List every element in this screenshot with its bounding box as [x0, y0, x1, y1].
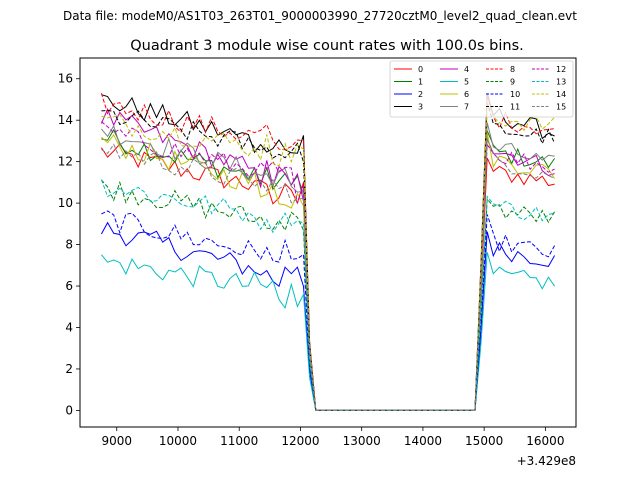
- legend-label: 9: [510, 78, 515, 87]
- legend-label: 5: [464, 78, 469, 87]
- y-axis: 0 2 4 6 8 10 12 14 16: [58, 72, 80, 417]
- legend-label: 1: [418, 78, 423, 87]
- legend-label: 6: [464, 90, 469, 99]
- y-tick-label: 4: [65, 320, 73, 334]
- legend-label: 12: [556, 65, 566, 74]
- x-axis: 9000 10000 11000 12000 13000 14000 15000 16000: [101, 427, 564, 448]
- y-tick-label: 16: [58, 72, 73, 86]
- legend-frame: [389, 60, 574, 118]
- x-tick-label: 9000: [101, 434, 132, 448]
- y-tick-label: 14: [58, 113, 73, 127]
- x-tick-label: 11000: [220, 434, 258, 448]
- series-line-0: [100, 143, 555, 411]
- legend-label: 13: [556, 78, 566, 87]
- plot-lines: [100, 92, 556, 411]
- x-tick-label: 12000: [281, 434, 319, 448]
- y-tick-label: 8: [65, 238, 73, 252]
- chart-title: Quadrant 3 module wise count rates with …: [130, 38, 524, 54]
- y-tick-label: 0: [65, 403, 73, 417]
- y-tick-label: 10: [58, 196, 73, 210]
- y-tick-label: 12: [58, 155, 73, 169]
- y-tick-label: 6: [65, 279, 73, 293]
- legend-label: 14: [556, 90, 566, 99]
- axes-frame: [79, 57, 577, 428]
- x-tick-label: 15000: [465, 434, 503, 448]
- legend-label: 15: [556, 103, 566, 112]
- series-line-13: [100, 179, 555, 411]
- legend-label: 3: [418, 103, 423, 112]
- legend-label: 10: [510, 90, 520, 99]
- chart-suptitle: Data file: modeM0/AS1T03_263T01_90000039…: [63, 9, 577, 23]
- series-line-5: [101, 252, 556, 411]
- x-tick-label: 16000: [526, 434, 564, 448]
- legend-label: 8: [510, 65, 515, 74]
- legend-label: 2: [418, 90, 423, 99]
- y-tick-label: 2: [65, 362, 73, 376]
- series-line-15: [101, 139, 555, 411]
- x-tick-label: 14000: [404, 434, 442, 448]
- x-tick-label: 13000: [343, 434, 381, 448]
- x-offset-label: +3.429e8: [517, 454, 576, 468]
- series-line-2: [100, 221, 556, 411]
- x-tick-label: 10000: [159, 434, 197, 448]
- legend-label: 11: [510, 103, 520, 112]
- legend-label: 7: [464, 103, 469, 112]
- legend-label: 0: [418, 65, 423, 74]
- legend-label: 4: [464, 65, 469, 74]
